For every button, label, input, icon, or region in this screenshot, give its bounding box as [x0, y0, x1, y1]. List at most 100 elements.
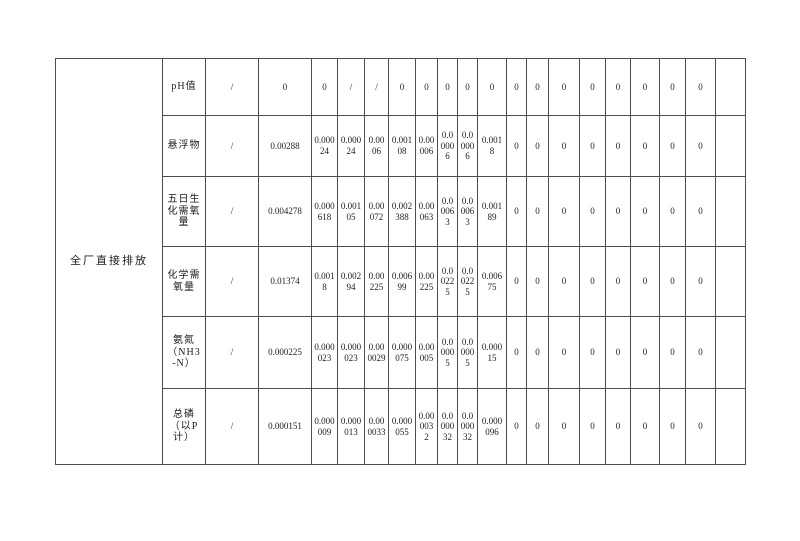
value-cell: 0.00006: [457, 115, 478, 177]
pollutant-name-cell: 氨氮（NH3-N）: [162, 316, 206, 389]
value-cell: 0: [526, 176, 549, 247]
value-cell: 0.00024: [311, 115, 338, 177]
value-cell: 0: [548, 115, 580, 177]
value-cell: 0.00006: [415, 115, 438, 177]
value-cell: 0: [457, 58, 478, 116]
value-cell: 0: [506, 115, 527, 177]
value-cell: 0: [605, 115, 631, 177]
value-cell: [715, 246, 746, 317]
pollutant-name-cell: 悬浮物: [162, 115, 206, 177]
value-cell: 0.00675: [477, 246, 507, 317]
value-cell: 0.00015: [477, 316, 507, 389]
total-cell: 0.004278: [258, 176, 312, 247]
value-cell: 0: [506, 246, 527, 317]
value-cell: 0: [548, 58, 580, 116]
table-row: 悬浮物 / 0.00288 0.00024 0.00024 0.0006 0.0…: [56, 115, 746, 177]
value-cell: 0: [685, 388, 716, 465]
value-cell: 0: [506, 58, 527, 116]
value-cell: 0.000023: [311, 316, 338, 389]
value-cell: 0: [311, 58, 338, 116]
value-cell: 0: [659, 115, 686, 177]
value-cell: 0.00108: [388, 115, 416, 177]
value-cell: 0: [630, 115, 660, 177]
value-cell: 0: [685, 316, 716, 389]
value-cell: 0: [630, 246, 660, 317]
value-cell: 0: [506, 388, 527, 465]
value-cell: 0: [506, 176, 527, 247]
value-cell: /: [337, 58, 365, 116]
pollutant-name-cell: 五日生化需氧量: [162, 176, 206, 247]
standard-cell: /: [205, 316, 259, 389]
standard-cell: /: [205, 246, 259, 317]
value-cell: 0.000032: [457, 388, 478, 465]
value-cell: 0.00072: [364, 176, 389, 247]
value-cell: 0: [630, 176, 660, 247]
total-cell: 0: [258, 58, 312, 116]
total-cell: 0.000151: [258, 388, 312, 465]
value-cell: 0.0018: [477, 115, 507, 177]
value-cell: 0: [659, 316, 686, 389]
value-cell: 0.00024: [337, 115, 365, 177]
value-cell: 0: [659, 388, 686, 465]
value-cell: 0: [579, 316, 606, 389]
value-cell: 0.00005: [437, 316, 458, 389]
value-cell: 0: [579, 246, 606, 317]
value-cell: 0.000033: [364, 388, 389, 465]
value-cell: 0: [415, 58, 438, 116]
value-cell: 0: [548, 246, 580, 317]
value-cell: 0: [685, 246, 716, 317]
value-cell: 0: [437, 58, 458, 116]
value-cell: 0: [526, 115, 549, 177]
row-group-cell: 全厂直接排放: [55, 58, 163, 465]
value-cell: 0.00105: [337, 176, 365, 247]
table-row: 总磷（以P计） / 0.000151 0.000009 0.000013 0.0…: [56, 388, 746, 465]
value-cell: 0.000032: [437, 388, 458, 465]
value-cell: 0.00005: [415, 316, 438, 389]
value-cell: 0: [605, 176, 631, 247]
value-cell: 0.0006: [364, 115, 389, 177]
value-cell: 0: [659, 176, 686, 247]
value-cell: 0: [526, 58, 549, 116]
total-cell: 0.000225: [258, 316, 312, 389]
value-cell: 0: [605, 388, 631, 465]
value-cell: [715, 115, 746, 177]
value-cell: 0: [579, 58, 606, 116]
value-cell: 0: [605, 58, 631, 116]
value-cell: 0: [388, 58, 416, 116]
value-cell: 0: [605, 316, 631, 389]
value-cell: 0.00063: [457, 176, 478, 247]
value-cell: [715, 58, 746, 116]
value-cell: /: [364, 58, 389, 116]
value-cell: 0: [685, 58, 716, 116]
total-cell: 0.00288: [258, 115, 312, 177]
value-cell: 0: [526, 246, 549, 317]
value-cell: 0: [630, 388, 660, 465]
value-cell: 0: [526, 388, 549, 465]
value-cell: 0.002388: [388, 176, 416, 247]
value-cell: 0.00225: [415, 246, 438, 317]
emissions-table: 全厂直接排放 pH值 / 0 0 / / 0 0 0 0 0 0 0 0 0 0…: [55, 58, 746, 465]
pollutant-name-cell: 化学需氧量: [162, 246, 206, 317]
value-cell: [715, 316, 746, 389]
value-cell: 0.000032: [415, 388, 438, 465]
table-row: 全厂直接排放 pH值 / 0 0 / / 0 0 0 0 0 0 0 0 0 0…: [55, 58, 746, 465]
value-cell: 0.000029: [364, 316, 389, 389]
table-row: 化学需氧量 / 0.01374 0.0018 0.00294 0.00225 0…: [56, 246, 746, 317]
pollutant-name-cell: 总磷（以P计）: [162, 388, 206, 465]
value-cell: 0: [659, 58, 686, 116]
total-cell: 0.01374: [258, 246, 312, 317]
value-cell: 0: [548, 316, 580, 389]
value-cell: 0.0018: [311, 246, 338, 317]
value-cell: 0.000023: [337, 316, 365, 389]
value-cell: 0: [548, 388, 580, 465]
value-cell: [715, 388, 746, 465]
value-cell: [715, 176, 746, 247]
value-cell: 0: [579, 115, 606, 177]
value-cell: 0.00225: [457, 246, 478, 317]
value-cell: 0.000618: [311, 176, 338, 247]
value-cell: 0: [548, 176, 580, 247]
value-cell: 0.00294: [337, 246, 365, 317]
value-cell: 0: [630, 316, 660, 389]
pollutant-name-cell: pH值: [162, 58, 206, 116]
value-cell: 0: [477, 58, 507, 116]
